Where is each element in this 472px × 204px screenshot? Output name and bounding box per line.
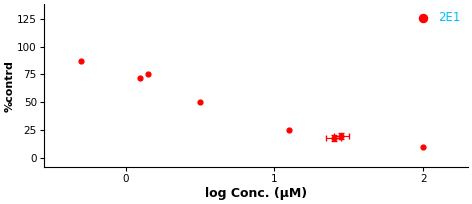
- Legend: 2E1: 2E1: [410, 10, 462, 26]
- Point: [137, 76, 144, 80]
- Y-axis label: %contrd: %contrd: [4, 60, 14, 112]
- Point: [77, 59, 85, 63]
- Point: [196, 101, 204, 104]
- Point: [420, 145, 427, 149]
- Point: [337, 134, 345, 137]
- Point: [286, 129, 293, 132]
- Point: [144, 73, 152, 76]
- X-axis label: log Conc. (μM): log Conc. (μM): [205, 187, 307, 200]
- Point: [330, 136, 337, 140]
